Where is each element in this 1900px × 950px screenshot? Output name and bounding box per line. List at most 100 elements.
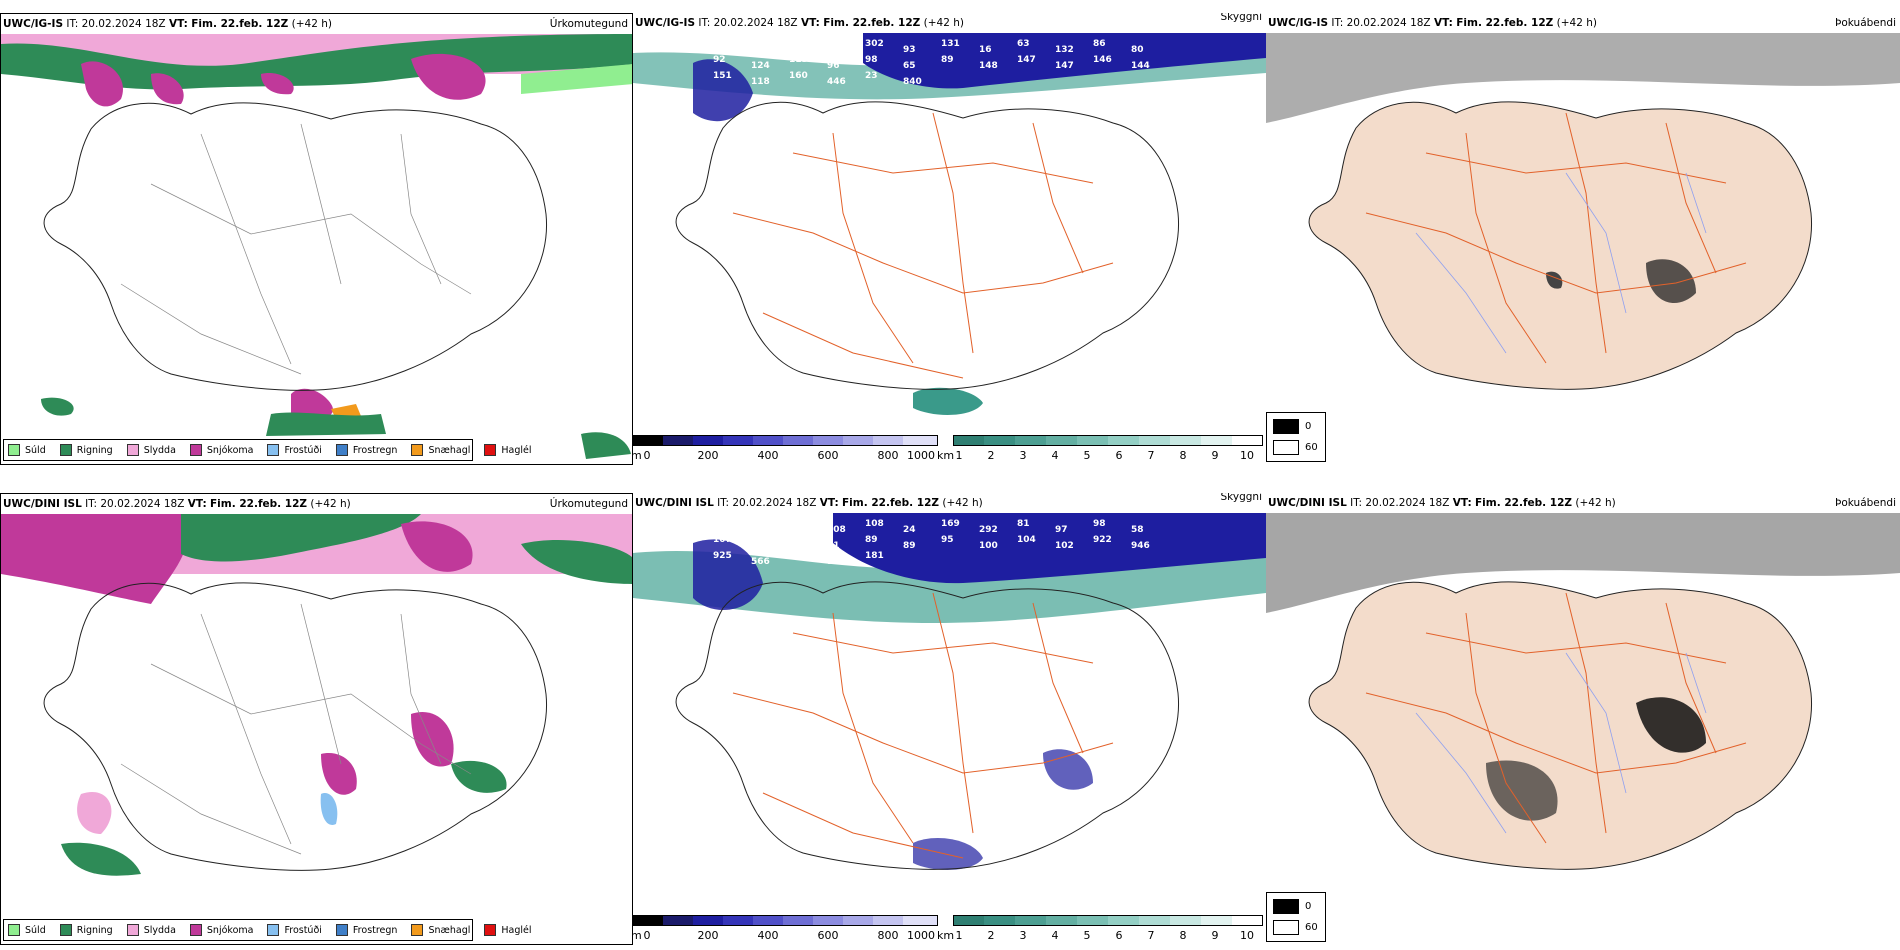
visibility-value-label: 96 xyxy=(827,61,840,71)
visibility-value-label: 108 xyxy=(865,519,884,529)
cloud-base-bar xyxy=(633,435,938,446)
fog-swatch xyxy=(1273,419,1299,434)
visibility-value-label: 65 xyxy=(903,61,916,71)
visibility-value-label: 97 xyxy=(1055,525,1068,535)
visibility-value-label: 113 xyxy=(789,55,808,65)
visibility-colorbar: km 1 2 3 4 5 6 7 8 9 10 xyxy=(937,915,1266,945)
precip-panel-bottom: UWC/DINI ISL IT: 20.02.2024 18Z VT: Fim.… xyxy=(0,493,633,945)
fog-map xyxy=(1266,513,1900,870)
legend-swatch xyxy=(59,924,72,936)
legend-item: Frostúði xyxy=(267,924,322,936)
visibility-unit: km xyxy=(937,449,955,462)
panel-header: UWC/DINI ISL IT: 20.02.2024 18Z VT: Fim.… xyxy=(633,493,1266,513)
cloud-base-unit: m xyxy=(633,449,642,462)
visibility-value-label: 94 xyxy=(789,551,802,561)
visibility-value-label: 150 xyxy=(789,39,808,49)
cloud-panel-bottom: UWC/DINI ISL IT: 20.02.2024 18Z VT: Fim.… xyxy=(633,493,1266,945)
cloud-base-bar xyxy=(633,915,938,926)
visibility-value-label: 169 xyxy=(941,519,960,529)
visibility-value-label: 566 xyxy=(751,557,770,567)
precip-panel-title: Úrkomutegund xyxy=(549,18,628,30)
fog-panel-title: Þokuábendi xyxy=(1835,497,1896,509)
visibility-value-label: 181 xyxy=(865,551,884,561)
legend-item: Rigning xyxy=(59,924,113,936)
legend-swatch xyxy=(189,444,202,456)
visibility-value-label: 80 xyxy=(1131,45,1144,55)
cloud-base-ticks: 0 200 400 600 800 1000 xyxy=(643,929,936,942)
fog-map xyxy=(1266,33,1900,390)
visibility-value-label: 131 xyxy=(941,39,960,49)
panel-header: UWC/IG-IS IT: 20.02.2024 18Z VT: Fim. 22… xyxy=(1266,13,1900,33)
visibility-value-label: 302 xyxy=(865,39,884,49)
legend-item: Slydda xyxy=(126,444,176,456)
legend-swatch xyxy=(267,444,280,456)
precip-panel-top: UWC/IG-IS IT: 20.02.2024 18Z VT: Fim. 22… xyxy=(0,13,633,465)
visibility-value-label: 16 xyxy=(979,45,992,55)
legend-swatch xyxy=(8,444,20,456)
cloud-base-unit: m xyxy=(633,929,642,942)
fog-legend-item: 60 xyxy=(1273,440,1318,455)
visibility-bar xyxy=(953,915,1263,926)
legend-swatch xyxy=(484,444,497,456)
legend-item: Rigning xyxy=(59,444,113,456)
legend-swatch xyxy=(267,924,280,936)
visibility-ticks: 1 2 3 4 5 6 7 8 9 10 xyxy=(955,449,1255,462)
visibility-value-label: 98 xyxy=(865,55,878,65)
visibility-ticks: 1 2 3 4 5 6 7 8 9 10 xyxy=(955,929,1255,942)
fog-swatch xyxy=(1273,899,1299,914)
visibility-value-label: 24 xyxy=(903,525,916,535)
visibility-value-label: 147 xyxy=(1017,55,1036,65)
visibility-value-label: 441 xyxy=(751,45,770,55)
fog-swatch xyxy=(1273,440,1299,455)
visibility-value-label: 144 xyxy=(1131,61,1150,71)
visibility-value-label: 146 xyxy=(1093,55,1112,65)
legend-item: Súld xyxy=(8,444,46,456)
panel-header: UWC/IG-IS IT: 20.02.2024 18Z VT: Fim. 22… xyxy=(1,14,632,34)
visibility-value-label: 89 xyxy=(941,55,954,65)
visibility-value-label: 946 xyxy=(1131,541,1150,551)
legend-item: Frostregn xyxy=(335,924,397,936)
legend-item: Haglél xyxy=(484,444,532,456)
legend-swatch xyxy=(59,444,72,456)
fog-legend-item: 60 xyxy=(1273,920,1318,935)
legend-item: Snæhagl xyxy=(411,444,470,456)
visibility-value-label: 104 xyxy=(1017,535,1036,545)
precip-type-legend: Súld Rigning Slydda Snjókoma Frostúði Fr… xyxy=(3,919,532,941)
cloud-base-colorbar: m 0 200 400 600 800 1000 xyxy=(633,915,938,945)
visibility-value-label: 86 xyxy=(1093,39,1106,49)
visibility-value-label: 446 xyxy=(827,77,846,87)
legend-item: Snjókoma xyxy=(189,444,253,456)
legend-swatch xyxy=(411,444,424,456)
fog-legend: 0 60 xyxy=(1266,892,1326,942)
visibility-value-label: 23 xyxy=(865,71,878,81)
visibility-value-label: 92 xyxy=(713,55,726,65)
cloud-panel-title: Skyggni xyxy=(1220,493,1263,503)
visibility-value-label: 77 xyxy=(751,541,764,551)
visibility-value-label: 58 xyxy=(1131,525,1144,535)
visibility-value-label: 151 xyxy=(713,71,732,81)
panel-header: UWC/DINI ISL IT: 20.02.2024 18Z VT: Fim.… xyxy=(1,494,632,514)
visibility-unit: km xyxy=(937,929,955,942)
visibility-value-label: 91 xyxy=(827,557,840,567)
legend-item: Frostúði xyxy=(267,444,322,456)
visibility-value-label: 74 xyxy=(789,535,802,545)
visibility-value-label: 93 xyxy=(903,45,916,55)
legend-swatch xyxy=(189,924,202,936)
visibility-value-label: 63 xyxy=(1017,39,1030,49)
precip-map xyxy=(1,34,632,459)
visibility-value-label: 178 xyxy=(713,39,732,49)
visibility-value-label: 160 xyxy=(789,71,808,81)
fog-legend-item: 0 xyxy=(1273,899,1311,914)
legend-item: Slydda xyxy=(126,924,176,936)
legend-item: Snjókoma xyxy=(189,924,253,936)
visibility-value-label: 108 xyxy=(827,525,846,535)
legend-item: Súld xyxy=(8,924,46,936)
fog-legend: 0 60 xyxy=(1266,412,1326,462)
visibility-value-label: 100 xyxy=(979,541,998,551)
fog-panel-title: Þokuábendi xyxy=(1835,17,1896,29)
visibility-value-label: 81 xyxy=(1017,519,1030,529)
cloud-panel-title: Skyggni xyxy=(1220,13,1263,23)
visibility-value-label: 98 xyxy=(1093,519,1106,529)
legend-swatch xyxy=(484,924,497,936)
fog-panel-top: UWC/IG-IS IT: 20.02.2024 18Z VT: Fim. 22… xyxy=(1266,13,1900,465)
